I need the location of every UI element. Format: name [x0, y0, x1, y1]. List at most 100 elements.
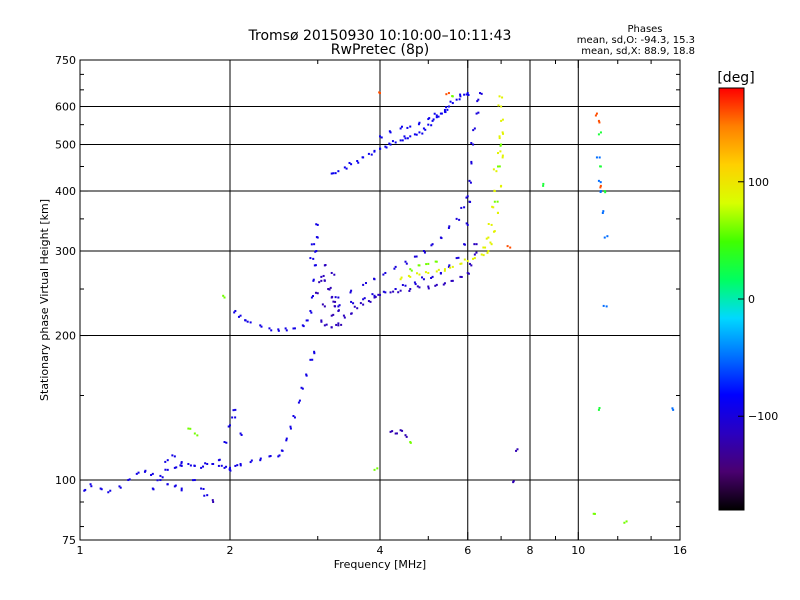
data-point — [404, 434, 407, 437]
data-point — [350, 312, 353, 315]
data-point — [460, 206, 463, 209]
data-point — [475, 243, 478, 246]
data-point — [320, 275, 323, 278]
data-point — [394, 287, 397, 290]
data-point — [330, 271, 333, 274]
data-point — [378, 91, 381, 94]
data-point — [606, 235, 609, 238]
data-point — [597, 179, 600, 182]
data-point — [285, 329, 288, 332]
data-point — [502, 132, 505, 135]
data-point — [174, 484, 177, 487]
data-point — [415, 133, 418, 136]
data-point — [447, 105, 450, 108]
data-point — [498, 137, 501, 140]
data-point — [193, 432, 196, 435]
data-point — [301, 387, 304, 390]
data-point — [480, 253, 483, 256]
data-point — [232, 409, 235, 412]
data-point — [315, 236, 318, 239]
data-point — [316, 223, 319, 226]
data-point — [406, 137, 409, 140]
data-point — [470, 160, 473, 163]
data-point — [463, 243, 466, 246]
data-point — [604, 191, 607, 194]
data-point — [310, 243, 313, 246]
data-point — [356, 307, 359, 310]
data-point — [465, 222, 468, 225]
data-point — [173, 455, 176, 458]
data-point — [315, 250, 318, 253]
data-point — [362, 298, 365, 301]
data-point — [414, 283, 417, 286]
data-point — [244, 319, 247, 322]
data-point — [473, 127, 476, 130]
data-point — [394, 265, 397, 268]
data-point — [337, 309, 340, 312]
data-point — [384, 271, 387, 274]
data-point — [592, 512, 595, 515]
data-point — [297, 401, 300, 404]
data-point — [490, 243, 493, 246]
data-point — [332, 313, 335, 316]
data-point — [342, 314, 345, 317]
data-point — [428, 117, 431, 120]
data-point — [473, 243, 476, 246]
data-point — [312, 278, 315, 281]
data-point — [352, 302, 355, 305]
data-point — [211, 499, 214, 502]
data-point — [499, 185, 502, 188]
data-point — [350, 163, 353, 166]
data-point — [135, 472, 138, 475]
data-point — [330, 172, 333, 175]
data-point — [496, 152, 499, 155]
colorbar-label: [deg] — [717, 70, 754, 86]
data-point — [357, 161, 360, 164]
data-point — [542, 182, 545, 185]
data-point — [389, 143, 392, 146]
data-point — [413, 281, 416, 284]
data-point — [192, 479, 195, 482]
data-point — [340, 323, 343, 326]
data-point — [321, 303, 324, 306]
data-point — [218, 458, 221, 461]
data-point — [298, 399, 301, 402]
data-point — [180, 489, 183, 492]
y-tick-label: 500 — [55, 139, 76, 152]
plot-area: 1 2 4 6 8 10 16 75 100 200 300 400 500 600 750 — [55, 54, 687, 557]
data-point — [323, 324, 326, 327]
chart-subtitle: RwPretec (8p) — [331, 42, 429, 58]
data-point — [409, 268, 412, 271]
data-point — [473, 257, 476, 260]
data-point — [323, 305, 326, 308]
data-point — [237, 315, 240, 318]
data-point — [405, 435, 408, 438]
data-point — [206, 462, 209, 465]
data-point — [470, 162, 473, 165]
data-point — [399, 278, 402, 281]
data-point — [320, 319, 323, 322]
data-point — [437, 268, 440, 271]
data-point — [233, 311, 236, 314]
data-point — [447, 92, 450, 95]
data-point — [373, 468, 376, 471]
data-point — [379, 135, 381, 138]
data-point — [310, 296, 313, 299]
data-point — [417, 264, 420, 267]
data-point — [119, 486, 122, 489]
data-point — [229, 466, 231, 469]
data-point — [435, 260, 438, 263]
data-point — [280, 449, 283, 452]
data-point — [443, 269, 446, 272]
data-point — [442, 283, 445, 286]
data-point — [327, 288, 330, 291]
data-point — [595, 112, 598, 115]
data-point — [451, 95, 454, 98]
data-point — [359, 302, 362, 305]
data-point — [447, 227, 450, 230]
data-point — [187, 427, 190, 430]
data-point — [473, 253, 476, 256]
data-point — [285, 439, 288, 442]
data-point — [173, 466, 176, 469]
data-point — [334, 296, 337, 299]
